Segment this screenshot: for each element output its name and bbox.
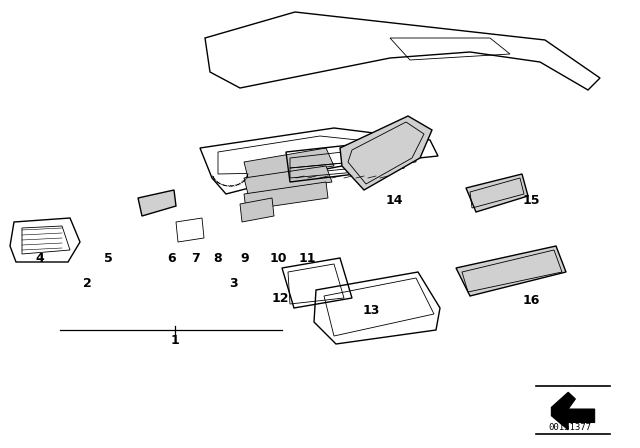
Polygon shape bbox=[551, 392, 595, 430]
Polygon shape bbox=[466, 174, 528, 212]
Text: 8: 8 bbox=[214, 251, 222, 264]
Text: 9: 9 bbox=[241, 251, 250, 264]
Text: 14: 14 bbox=[385, 194, 403, 207]
Polygon shape bbox=[244, 182, 328, 210]
Text: 7: 7 bbox=[191, 251, 200, 264]
Polygon shape bbox=[240, 198, 274, 222]
Text: 10: 10 bbox=[269, 251, 287, 264]
Text: 3: 3 bbox=[228, 276, 237, 289]
Text: 15: 15 bbox=[522, 194, 540, 207]
Text: 16: 16 bbox=[522, 293, 540, 306]
Polygon shape bbox=[244, 148, 334, 178]
Polygon shape bbox=[138, 190, 176, 216]
Text: 1: 1 bbox=[171, 333, 179, 346]
Text: 4: 4 bbox=[36, 251, 44, 264]
Polygon shape bbox=[340, 116, 432, 190]
Text: 6: 6 bbox=[168, 251, 176, 264]
Text: 11: 11 bbox=[298, 251, 316, 264]
Text: 12: 12 bbox=[271, 292, 289, 305]
Text: 2: 2 bbox=[83, 276, 92, 289]
Polygon shape bbox=[244, 166, 332, 194]
Text: 00151377: 00151377 bbox=[548, 422, 591, 431]
Text: 5: 5 bbox=[104, 251, 113, 264]
Text: 13: 13 bbox=[362, 303, 380, 316]
Polygon shape bbox=[456, 246, 566, 296]
